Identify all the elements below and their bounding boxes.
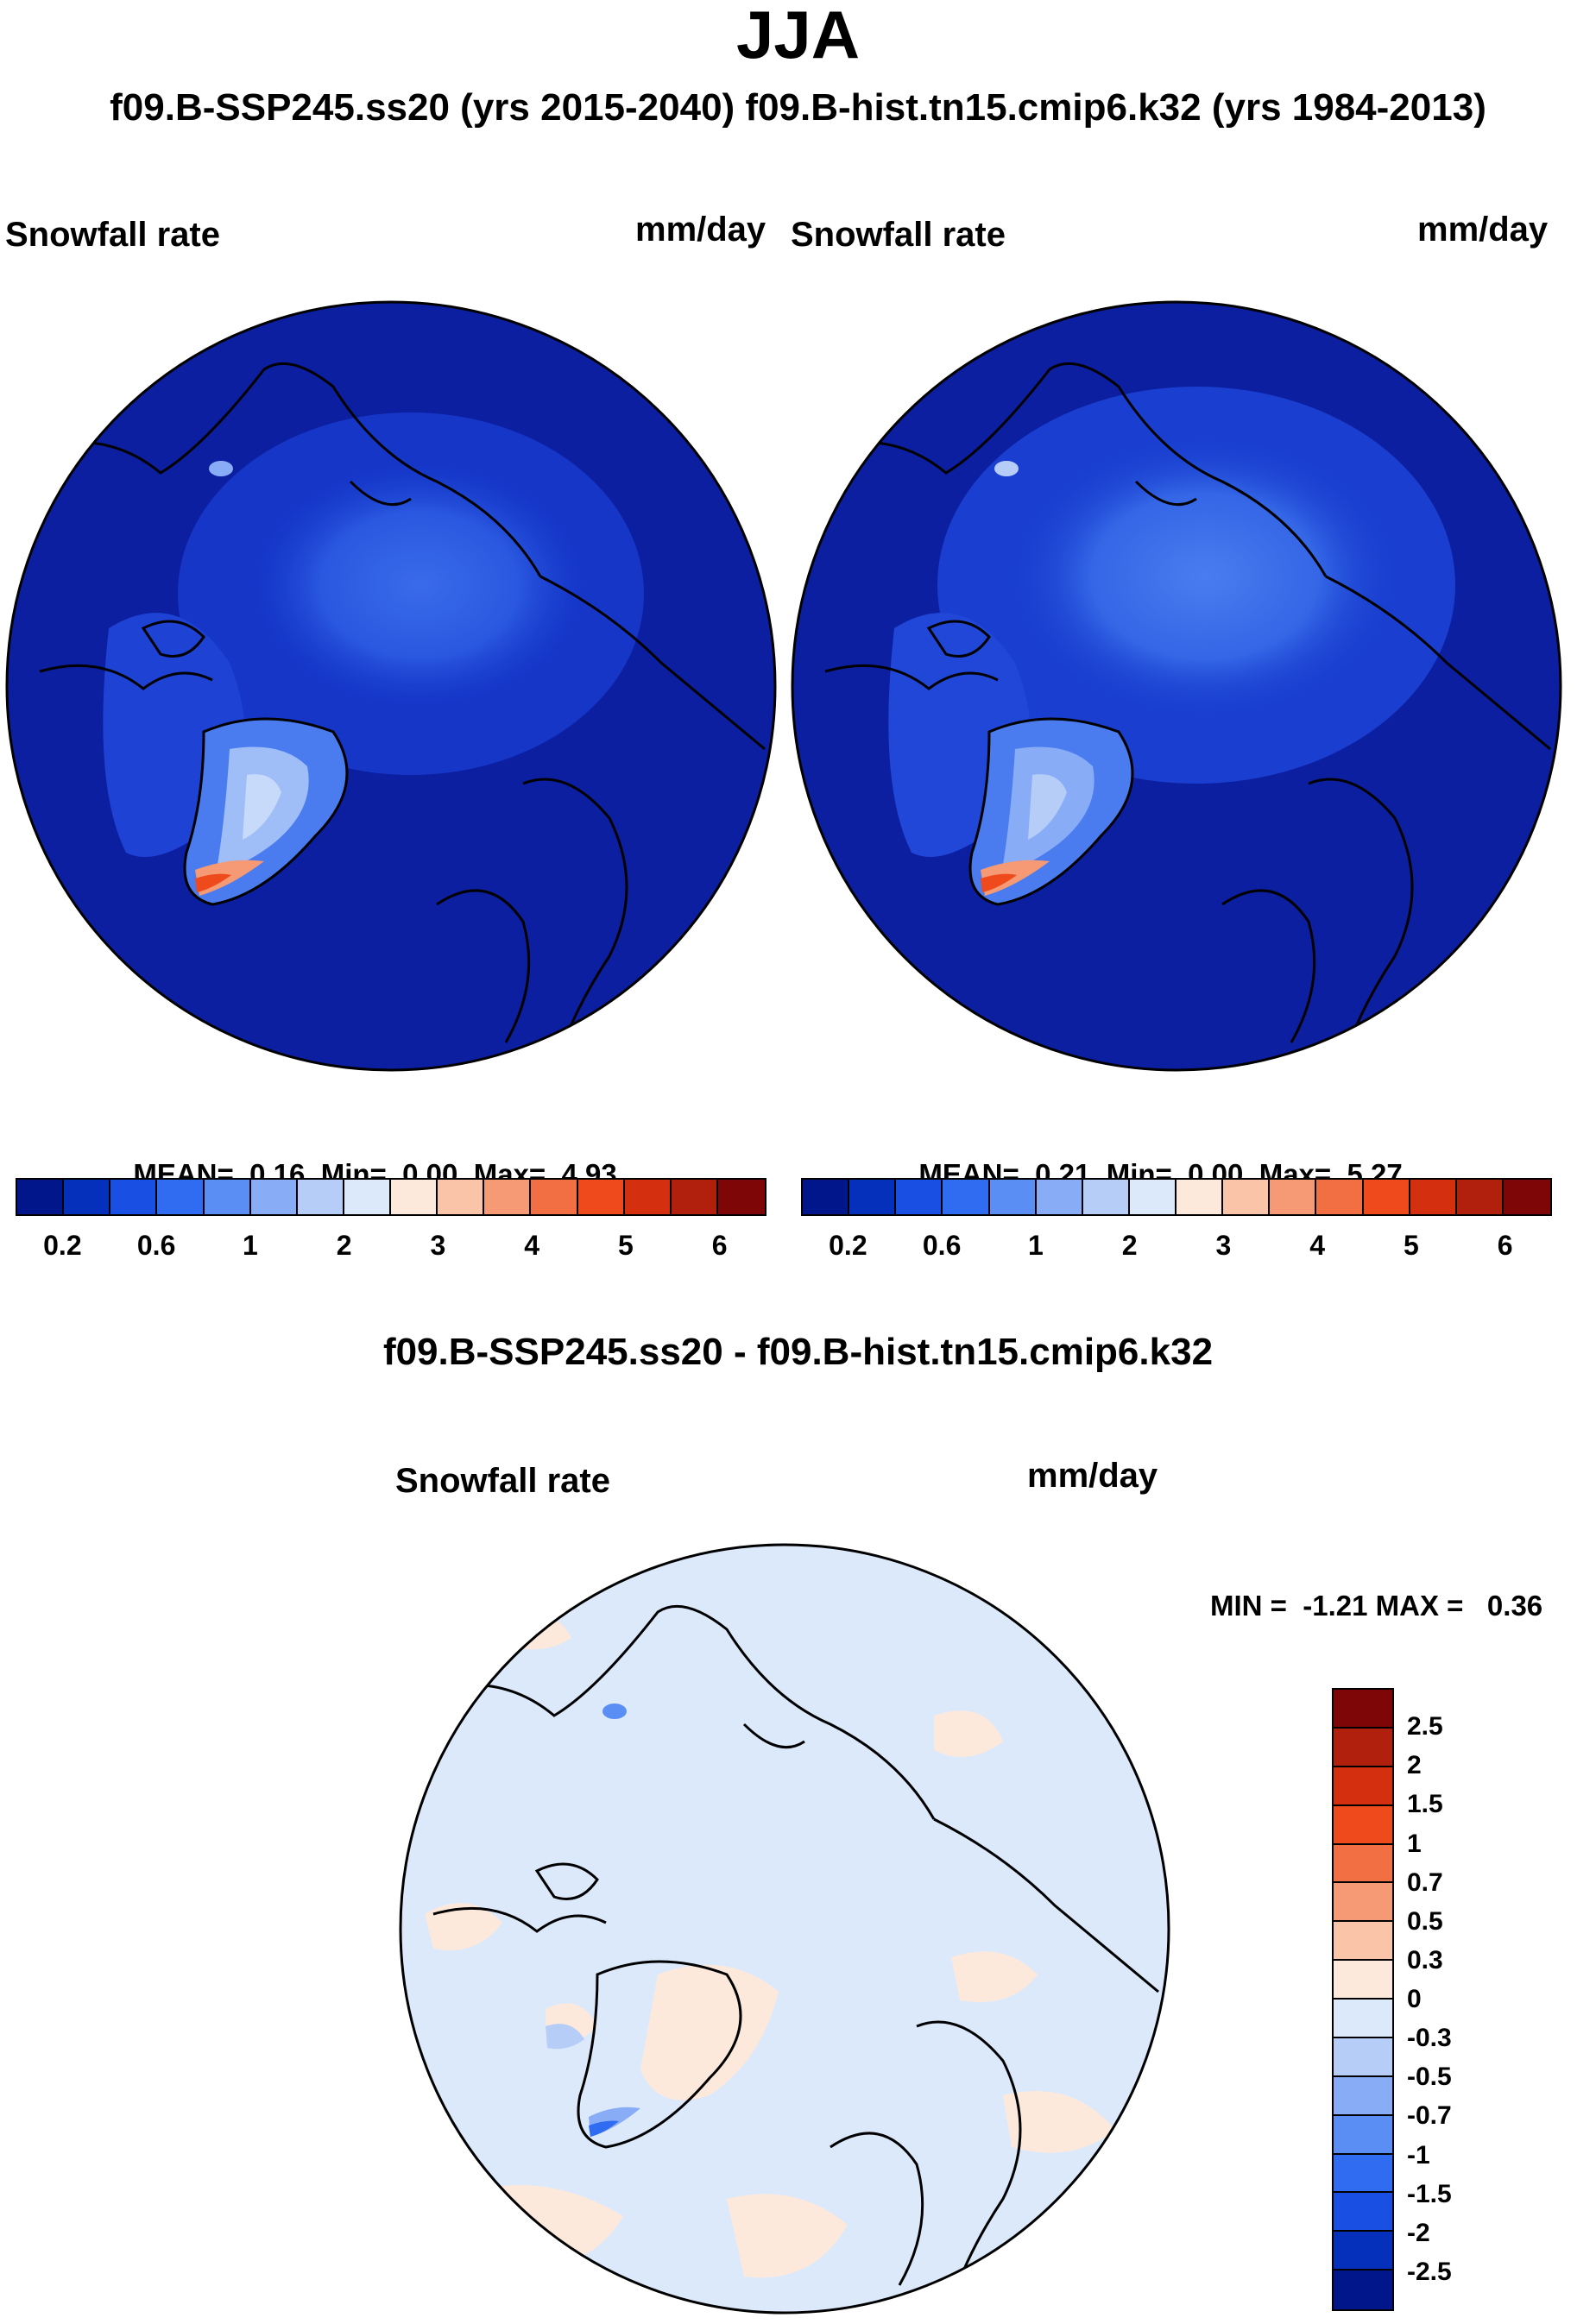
difference-colorbar-cell [1334,2076,1392,2116]
right-colorbar-tick-label: 4 [1309,1230,1326,1261]
difference-polar-map [399,1543,1170,2315]
figure-title: JJA [735,0,861,72]
right-colorbar-tick-label: 3 [1215,1230,1232,1261]
difference-colorbar-tick-label: -2.5 [1407,2257,1452,2286]
difference-colorbar-tick-label: -0.7 [1407,2101,1452,2131]
right-colorbar-ticks: 0.2 0.6 1 2 3 4 5 6 [801,1230,1552,1264]
left-colorbar-cell [344,1180,391,1214]
difference-colorbar-tick-label: -1 [1407,2140,1430,2170]
difference-colorbar-cell [1334,1805,1392,1845]
difference-colorbar-tick-label: 1 [1407,1829,1422,1858]
left-colorbar-cell [531,1180,578,1214]
right-colorbar-tick-label: 5 [1403,1230,1419,1261]
left-colorbar-cell [671,1180,718,1214]
right-units-label: mm/day [1417,211,1549,249]
left-colorbar-tick-label: 6 [711,1230,728,1261]
right-colorbar-cell [1176,1180,1224,1214]
difference-colorbar-cell [1334,2037,1392,2077]
left-colorbar-ticks: 0.2 0.6 1 2 3 4 5 6 [16,1230,766,1264]
left-colorbar-tick-label: 1 [242,1230,258,1261]
right-colorbar-tick-label: 2 [1121,1230,1138,1261]
left-polar-map [5,300,777,1072]
left-colorbar-cell [64,1180,111,1214]
right-polar-map [791,300,1562,1072]
difference-colorbar-cell [1334,1922,1392,1962]
difference-units-label: mm/day [1027,1457,1158,1495]
right-colorbar-tick-label: 0.2 [829,1230,867,1261]
left-colorbar-tick-label: 2 [336,1230,352,1261]
left-colorbar-cell [17,1180,65,1214]
right-colorbar-tick-label: 6 [1497,1230,1513,1261]
difference-colorbar-cell [1334,2232,1392,2271]
right-variable-label: Snowfall rate [791,216,1006,254]
right-colorbar-tick-label: 1 [1027,1230,1044,1261]
difference-colorbar-tick-label: 1.5 [1407,1790,1443,1819]
right-colorbar-cell [1036,1180,1083,1214]
difference-colorbar-cell [1334,1690,1392,1729]
difference-title: f09.B-SSP245.ss20 - f09.B-hist.tn15.cmip… [382,1331,1214,1373]
left-colorbar-cell [484,1180,532,1214]
left-colorbar-cell [717,1180,765,1214]
right-colorbar [801,1178,1552,1216]
difference-colorbar-cell [1334,1767,1392,1806]
difference-colorbar-cell [1334,1844,1392,1884]
left-colorbar-tick-label: 4 [524,1230,540,1261]
left-colorbar-cell [157,1180,205,1214]
difference-variable-label: Snowfall rate [395,1462,610,1500]
right-colorbar-cell [1316,1180,1364,1214]
right-colorbar-cell [1456,1180,1504,1214]
difference-colorbar-cell [1334,2000,1392,2038]
right-colorbar-cell [896,1180,943,1214]
left-colorbar [16,1178,766,1216]
left-colorbar-cell [391,1180,438,1214]
figure-subtitle: f09.B-SSP245.ss20 (yrs 2015-2040) f09.B-… [110,86,1486,129]
right-colorbar-tick-label: 0.6 [922,1230,962,1261]
left-colorbar-cell [110,1180,158,1214]
difference-colorbar-tick-label: 0.5 [1407,1906,1443,1936]
difference-colorbar-tick-label: -0.3 [1407,2024,1452,2053]
right-colorbar-cell [943,1180,990,1214]
difference-colorbar-cell [1334,2270,1392,2309]
difference-colorbar-ticks: 2.5 2 1.5 1 0.7 0.5 0.3 0 -0.3 -0.5 -0.7 -1 -1.5 -2 -2… [1407,1688,1502,2311]
right-colorbar-cell [1503,1180,1550,1214]
left-colorbar-tick-label: 5 [617,1230,634,1261]
difference-colorbar-tick-label: 2 [1407,1751,1422,1780]
difference-colorbar-tick-label: 0.7 [1407,1867,1443,1897]
left-colorbar-cell [438,1180,485,1214]
left-colorbar-cell [297,1180,344,1214]
difference-colorbar-cell [1334,2154,1392,2194]
right-colorbar-cell [849,1180,897,1214]
difference-colorbar-tick-label: -1.5 [1407,2179,1452,2208]
left-colorbar-cell [624,1180,672,1214]
right-colorbar-cell [989,1180,1037,1214]
difference-colorbar-tick-label: 0 [1407,1985,1422,2013]
left-colorbar-cell [250,1180,298,1214]
left-colorbar-tick-label: 3 [430,1230,446,1261]
left-colorbar-tick-label: 0.2 [43,1230,82,1261]
left-units-label: mm/day [635,211,766,249]
difference-colorbar-cell [1334,2115,1392,2155]
difference-colorbar-cell [1334,1883,1392,1923]
difference-colorbar-cell [1334,2193,1392,2233]
right-colorbar-cell [803,1180,850,1214]
difference-colorbar-tick-label: -2 [1407,2218,1430,2247]
right-colorbar-cell [1129,1180,1176,1214]
left-variable-label: Snowfall rate [5,216,220,254]
right-colorbar-cell [1270,1180,1317,1214]
right-colorbar-cell [1363,1180,1410,1214]
left-colorbar-cell [577,1180,625,1214]
difference-colorbar-tick-label: 0.3 [1407,1945,1443,1974]
right-colorbar-cell [1082,1180,1130,1214]
left-colorbar-cell [204,1180,251,1214]
right-colorbar-cell [1410,1180,1457,1214]
right-colorbar-cell [1223,1180,1271,1214]
left-colorbar-tick-label: 0.6 [136,1230,176,1261]
difference-colorbar [1332,1688,1394,2311]
difference-colorbar-tick-label: 2.5 [1407,1712,1443,1741]
difference-colorbar-cell [1334,1728,1392,1767]
difference-colorbar-tick-label: -0.5 [1407,2063,1452,2092]
difference-minmax: MIN = -1.21 MAX = 0.36 [1210,1590,1543,1622]
difference-colorbar-cell [1334,1961,1392,2000]
